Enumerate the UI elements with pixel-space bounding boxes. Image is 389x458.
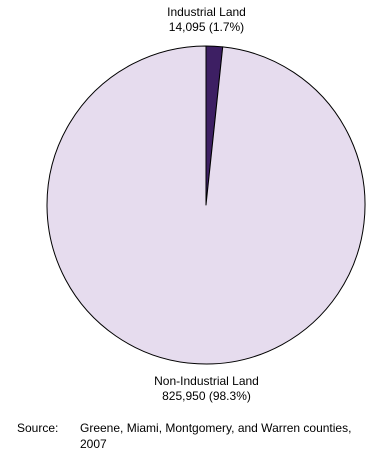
non-industrial-land-value: 825,950 (98.3%) (162, 389, 251, 403)
source-note: Source: Greene, Miami, Montgomery, and W… (17, 420, 370, 452)
industrial-land-name: Industrial Land (167, 5, 246, 19)
pie-slice-non-industrial-land (46, 45, 366, 365)
pie-slices (46, 45, 366, 365)
source-text: Greene, Miami, Montgomery, and Warren co… (80, 421, 352, 451)
industrial-land-label: Industrial Land 14,095 (1.7%) (0, 5, 389, 35)
source-label: Source: (17, 421, 59, 435)
non-industrial-land-label: Non-Industrial Land 825,950 (98.3%) (0, 374, 389, 404)
industrial-land-value: 14,095 (1.7%) (168, 20, 245, 34)
non-industrial-land-name: Non-Industrial Land (154, 374, 259, 388)
